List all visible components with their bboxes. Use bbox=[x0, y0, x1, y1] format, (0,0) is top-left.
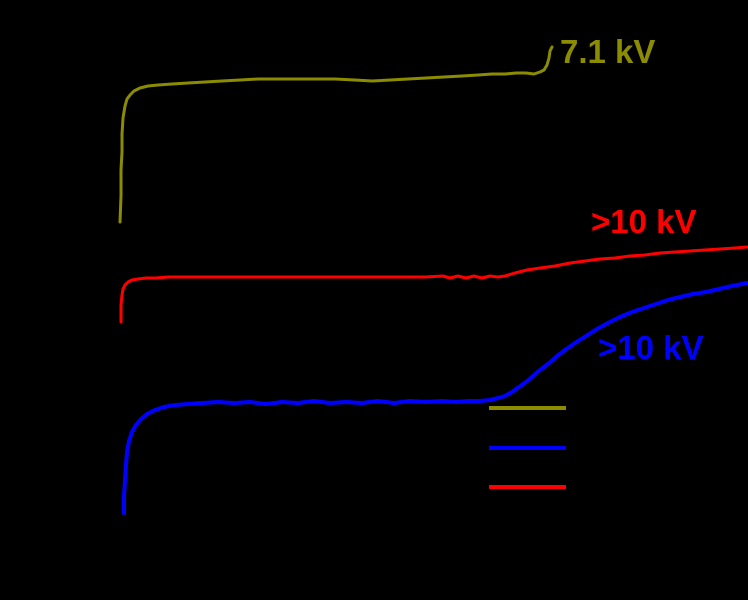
series-line-olive bbox=[118, 45, 554, 224]
curve-label-red: >10 kV bbox=[591, 203, 697, 240]
curve-label-blue: >10 kV bbox=[598, 329, 704, 366]
series-line-red bbox=[119, 245, 748, 324]
curve-label-olive: 7.1 kV bbox=[560, 33, 656, 70]
series-line-blue bbox=[122, 281, 748, 515]
